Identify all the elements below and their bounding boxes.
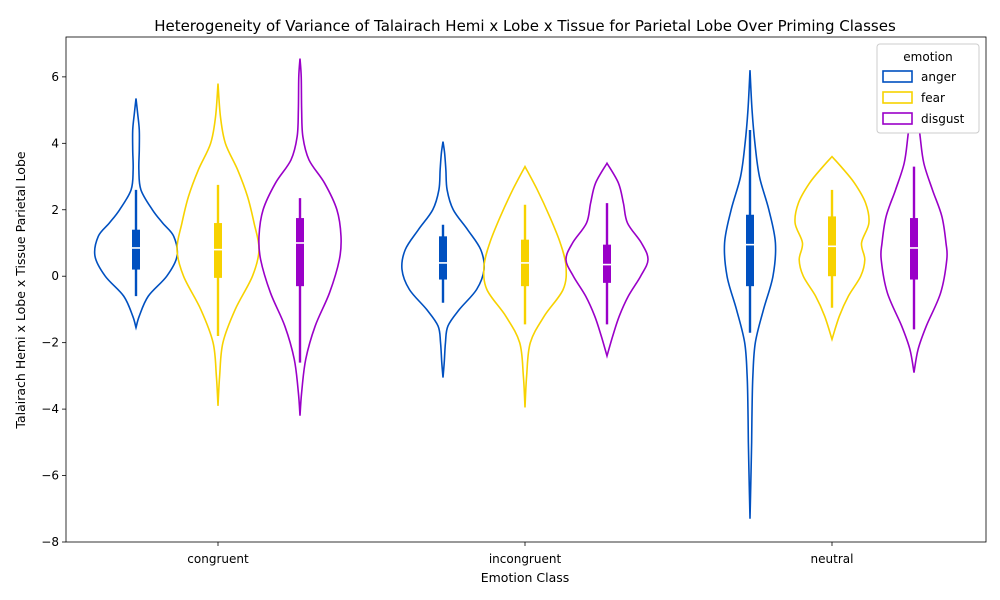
plot-frame — [65, 36, 987, 543]
violin-outline — [723, 70, 777, 519]
violin-outline — [482, 164, 568, 408]
violin-iqr-box — [746, 214, 754, 287]
x-axis: congruent incongruent neutral — [187, 542, 853, 566]
violin-disgust-congruent — [258, 58, 342, 416]
legend-frame — [876, 43, 980, 134]
legend: emotion anger fear disgust — [876, 43, 980, 134]
violin-outline — [794, 155, 870, 342]
x-tick-label: incongruent — [489, 552, 562, 566]
violin-anger-incongruent — [401, 141, 485, 378]
chart-title: Heterogeneity of Variance of Talairach H… — [154, 17, 896, 35]
violin-iqr-box — [296, 218, 304, 287]
legend-swatch-anger — [882, 70, 913, 83]
legend-swatch-fear — [882, 91, 913, 104]
y-tick-label: −8 — [41, 535, 59, 549]
legend-label-disgust: disgust — [921, 112, 965, 126]
y-tick-label: −2 — [41, 336, 59, 350]
y-tick-label: −6 — [41, 469, 59, 483]
violin-fear-neutral — [794, 155, 870, 342]
violin-anger-neutral — [723, 70, 777, 519]
y-tick-label: 4 — [51, 136, 59, 150]
x-tick-label: neutral — [811, 552, 854, 566]
y-tick-label: 2 — [51, 203, 59, 217]
y-axis: −8 −6 −4 −2 0 2 4 6 — [41, 70, 66, 549]
legend-swatch-disgust — [882, 112, 913, 125]
violin-iqr-box — [603, 244, 611, 283]
violin-iqr-box — [132, 229, 140, 270]
violin-iqr-box — [910, 218, 918, 280]
violin-outline — [565, 161, 649, 359]
legend-label-fear: fear — [921, 91, 945, 105]
violin-outline — [258, 58, 342, 416]
x-axis-label: Emotion Class — [481, 570, 570, 585]
legend-title: emotion — [903, 50, 952, 64]
violin-fear-incongruent — [482, 164, 568, 408]
violin-iqr-box — [439, 236, 447, 280]
x-tick-label: congruent — [187, 552, 249, 566]
violin-disgust-incongruent — [565, 161, 649, 359]
y-tick-label: −4 — [41, 402, 59, 416]
violin-iqr-box — [214, 223, 222, 278]
y-tick-label: 6 — [51, 70, 59, 84]
plot-area — [93, 58, 948, 519]
violin-outline — [401, 141, 485, 378]
violin-outline — [176, 83, 260, 406]
y-axis-label: Talairach Hemi x Lobe x Tissue Parietal … — [13, 151, 28, 429]
violin-fear-congruent — [176, 83, 260, 406]
y-tick-label: 0 — [51, 269, 59, 283]
legend-label-anger: anger — [921, 70, 956, 84]
